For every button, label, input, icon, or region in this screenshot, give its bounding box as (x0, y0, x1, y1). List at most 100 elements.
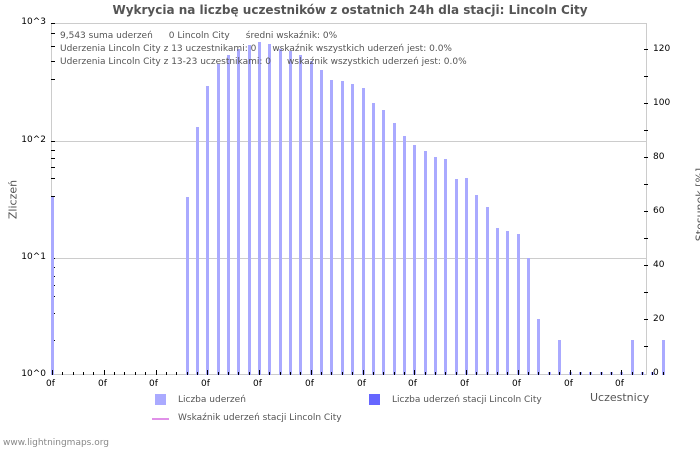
x-tick-label: 0f (512, 379, 521, 389)
y-left-tick (51, 167, 55, 168)
x-tick-label: 0f (201, 379, 210, 389)
bar (444, 159, 448, 375)
y-right-tick (644, 238, 648, 239)
legend-swatch-ratio-line (152, 418, 169, 420)
y-left-tick (51, 196, 55, 197)
x-tick (517, 370, 519, 375)
x-tick (165, 372, 167, 375)
y-left-tick (51, 150, 55, 151)
y-left-tick (51, 158, 55, 159)
x-tick (279, 372, 281, 375)
bar (485, 207, 489, 375)
x-tick (62, 372, 64, 375)
bar (237, 49, 241, 375)
x-tick (134, 372, 136, 375)
x-tick (362, 370, 364, 375)
y-right-tick (644, 292, 648, 293)
bar (247, 45, 251, 375)
legend-label-ratio: Wskaźnik uderzeń stacji Lincoln City (178, 413, 342, 423)
bar (278, 49, 282, 375)
x-tick (186, 372, 188, 375)
y-left-tick (51, 33, 55, 34)
bar (216, 63, 220, 375)
x-tick-label: 0f (460, 379, 469, 389)
bar (195, 127, 199, 375)
x-tick (207, 370, 209, 375)
bar (558, 339, 562, 375)
y-right-tick-label: 40 (653, 260, 665, 270)
x-tick (72, 372, 74, 375)
bar (454, 178, 458, 375)
bar (185, 196, 189, 375)
y-left-tick (51, 79, 55, 80)
x-tick-label: 0f (253, 379, 262, 389)
y-right-tick-label: 100 (653, 98, 671, 108)
x-tick (83, 372, 85, 375)
x-tick (455, 372, 457, 375)
x-tick-label: 0f (357, 379, 366, 389)
x-tick-label: 0f (305, 379, 314, 389)
legend-label-station-strikes: Liczba uderzeń stacji Lincoln City (392, 395, 542, 405)
bar (433, 157, 437, 375)
bar (496, 227, 500, 375)
x-tick (310, 370, 312, 375)
x-tick (434, 372, 436, 375)
bar (475, 195, 479, 375)
legend-label-strikes: Liczba uderzeń (178, 395, 246, 405)
x-tick (196, 372, 198, 375)
gridline-10-2 (51, 141, 647, 142)
x-tick-label: 0f (615, 379, 624, 389)
bar (309, 60, 313, 375)
bar (226, 55, 230, 375)
x-tick (424, 372, 426, 375)
x-tick (652, 372, 654, 375)
x-tick (507, 372, 509, 375)
x-tick (579, 372, 581, 375)
bar (268, 44, 272, 375)
y-left-tick (51, 46, 55, 47)
bar (51, 196, 54, 375)
x-tick (372, 372, 374, 375)
gridline-10-1 (51, 258, 647, 259)
bar (392, 123, 396, 375)
bar (527, 257, 531, 375)
y-tick-label: 10^1 (21, 252, 46, 262)
x-tick (631, 372, 633, 375)
footer-site-link[interactable]: www.lightningmaps.org (3, 438, 109, 448)
y-right-tick (644, 184, 648, 185)
bar (299, 55, 303, 375)
x-tick (662, 372, 664, 375)
x-tick (610, 372, 612, 375)
x-tick (321, 372, 323, 375)
x-tick (497, 372, 499, 375)
x-tick (145, 372, 147, 375)
bar (465, 177, 468, 375)
x-tick (641, 372, 643, 375)
y-right-tick (644, 130, 648, 131)
stat-13-23: Uderzenia Lincoln City z 13-23 uczestnik… (60, 57, 272, 67)
y-left-tick (51, 178, 55, 179)
stat-station: 0 Lincoln City (168, 31, 230, 41)
y-tick-label: 10^3 (21, 17, 46, 27)
y-right-tick (644, 211, 648, 212)
bar (661, 339, 665, 375)
y-left-tick (51, 61, 55, 62)
stat-13-23-ratio: wskaźnik wszystkich uderzeń jest: 0.0% (287, 57, 467, 67)
x-tick (155, 370, 157, 375)
stat-total: 9,543 suma uderzeń (60, 31, 153, 41)
y-right-tick (644, 76, 648, 77)
bar (289, 50, 293, 375)
x-tick (569, 370, 571, 375)
x-tick (528, 372, 530, 375)
x-tick (486, 372, 488, 375)
x-tick (445, 372, 447, 375)
x-tick (548, 372, 550, 375)
bar (382, 110, 386, 375)
x-tick (259, 370, 260, 375)
x-tick (248, 372, 250, 375)
x-tick (538, 372, 540, 375)
bar (402, 135, 406, 375)
x-tick (227, 372, 229, 375)
x-tick (300, 372, 302, 375)
x-tick (590, 372, 592, 375)
